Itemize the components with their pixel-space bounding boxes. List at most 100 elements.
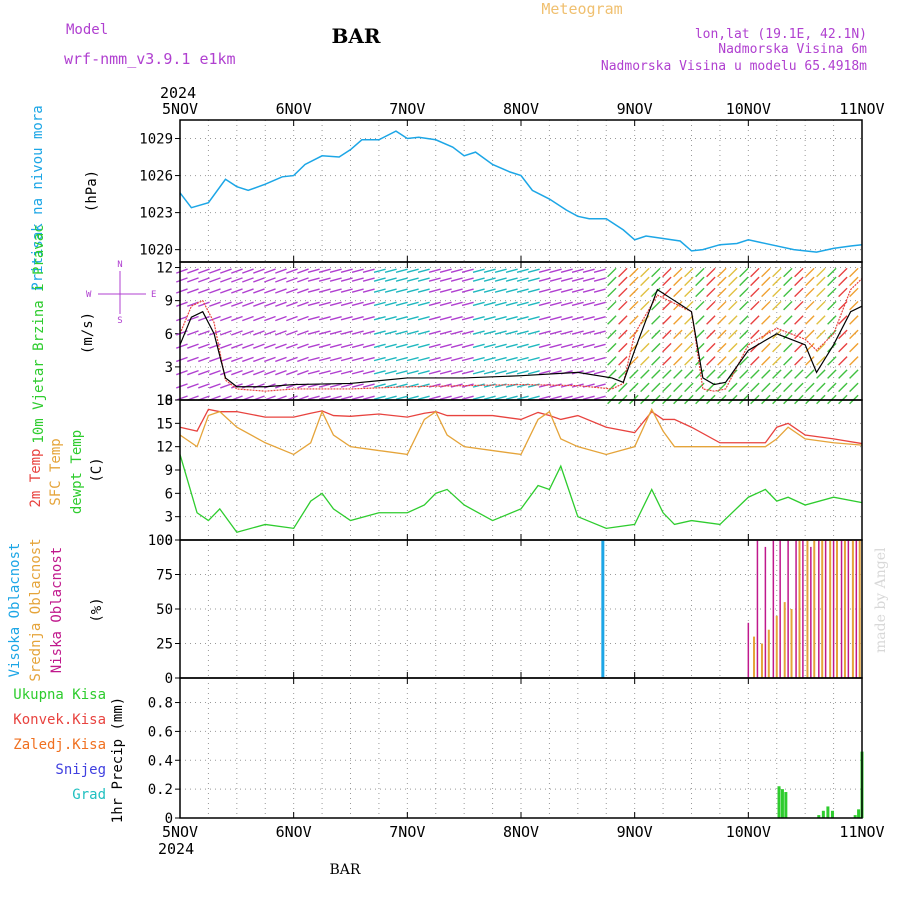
dewpt-series-line xyxy=(179,454,863,533)
wind-barb xyxy=(406,395,419,400)
wind-barb xyxy=(450,268,463,273)
wind-barb xyxy=(340,288,353,293)
low-cloud-bar xyxy=(787,540,789,678)
time-label-top: 5NOV xyxy=(162,100,198,118)
wind-barb xyxy=(571,277,584,282)
temperature-panel: 0 3 6 9 12 15 18 xyxy=(156,393,863,549)
wind-barb xyxy=(618,287,628,298)
sfc-temp-ylabel: SFC Temp xyxy=(48,438,64,505)
wind-barb xyxy=(593,316,606,321)
wind-barb xyxy=(739,267,749,278)
wind-barb xyxy=(794,276,804,287)
wind-barb xyxy=(307,316,320,321)
mid-cloud-bar xyxy=(767,629,770,678)
wind-barb xyxy=(816,300,826,311)
wind-barb xyxy=(242,268,254,274)
wind-barb xyxy=(209,330,221,336)
wind-barb xyxy=(417,316,430,321)
wind-barb xyxy=(483,370,496,375)
wind-barb xyxy=(607,315,617,325)
wind-barb xyxy=(340,383,353,388)
wind-barb xyxy=(783,287,793,298)
wind-barb xyxy=(329,383,342,388)
wind-barb xyxy=(593,343,606,349)
wind-barb xyxy=(176,268,188,274)
wind-barb xyxy=(264,315,276,322)
wind-barb xyxy=(384,330,397,335)
legend-convective-rain: Konvek.Kisa xyxy=(13,712,106,728)
total-rain-bar xyxy=(784,792,788,818)
model-label: Model xyxy=(66,22,108,38)
wind-barb xyxy=(772,342,782,353)
mid-cloud-ylabel: Srednja Oblacnost xyxy=(28,538,44,681)
wind-barb xyxy=(450,316,463,321)
wind-barb xyxy=(253,301,265,307)
wind-barb xyxy=(527,395,540,400)
wind-barb xyxy=(428,395,441,400)
wind-barb xyxy=(461,356,474,362)
cloud-ytick-label: 25 xyxy=(156,637,173,653)
wind-barb xyxy=(483,330,496,335)
wind-barb xyxy=(264,288,276,294)
wind-barb xyxy=(538,356,551,362)
wind-barb xyxy=(351,316,364,321)
wind-barb xyxy=(783,276,793,287)
pressure-ytick-label: 1029 xyxy=(139,132,173,148)
wind-barb xyxy=(816,287,826,298)
wind-barb xyxy=(329,356,342,362)
wind-barb xyxy=(187,343,199,349)
wind-barb xyxy=(783,382,793,393)
wind-gust-line xyxy=(179,278,863,392)
wind-barb xyxy=(340,343,353,349)
wind-barb xyxy=(231,369,243,376)
wind-barb xyxy=(231,288,243,294)
total-rain-bar xyxy=(780,789,784,818)
wind-barb xyxy=(253,277,265,283)
wind-barb xyxy=(538,277,551,282)
wind-barb xyxy=(794,315,804,325)
wind-barb xyxy=(706,315,716,325)
wind-barb xyxy=(220,301,232,307)
wind-barb xyxy=(673,356,683,366)
wind-barb xyxy=(340,277,353,282)
wind-barb xyxy=(439,343,452,349)
model-elevation-label: Nadmorska Visina u modelu 65.4918m xyxy=(601,59,867,74)
wind-barb xyxy=(307,356,320,362)
wind-barb xyxy=(706,369,716,379)
wind-barb xyxy=(406,288,419,293)
wind-barb xyxy=(662,276,672,287)
wind-ytick-label: 6 xyxy=(165,327,173,343)
wind-barb xyxy=(275,343,287,349)
wind-barb xyxy=(783,342,793,353)
wind-barb xyxy=(684,315,694,325)
wind-barb xyxy=(739,382,749,393)
wind-barb xyxy=(640,369,650,379)
wind-barb xyxy=(772,356,782,366)
wind-barb xyxy=(384,356,397,362)
time-label-bottom: 7NOV xyxy=(389,823,425,841)
wind-barb xyxy=(717,276,727,287)
low-cloud-bar xyxy=(855,540,858,678)
wind-barb xyxy=(593,330,606,335)
wind-barb xyxy=(362,356,375,362)
wind-barb xyxy=(362,343,375,349)
wind-barb xyxy=(395,356,408,362)
wind-barb xyxy=(673,315,683,325)
wind-barb xyxy=(417,343,430,349)
wind-barb xyxy=(340,316,353,321)
wind-barb xyxy=(816,382,826,393)
precip-ytick-label: 0.2 xyxy=(148,782,173,798)
total-rain-bar xyxy=(857,809,861,818)
wind-barb xyxy=(549,395,562,400)
elevation-label: Nadmorska Visina 6m xyxy=(718,42,867,57)
wind-barb xyxy=(849,315,859,325)
low-cloud-bar xyxy=(772,540,775,678)
wind-barb xyxy=(286,268,298,274)
wind-barb xyxy=(640,276,650,287)
wind-barb xyxy=(264,343,276,349)
wind-barb xyxy=(362,383,375,388)
wind-barb xyxy=(483,343,496,349)
wind-barb xyxy=(242,330,254,336)
wind-barb xyxy=(717,300,727,311)
wind-barb xyxy=(198,343,210,349)
